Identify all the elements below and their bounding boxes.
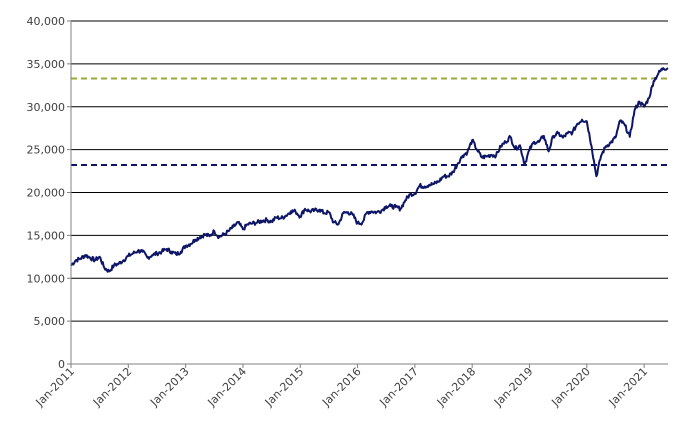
x-tick-label: Jan-2011: [33, 365, 77, 409]
y-tick-label: 30,000: [27, 101, 66, 114]
x-tick-label: Jan-2021: [606, 365, 650, 409]
axis-layer: [67, 20, 668, 368]
y-axis-tick-labels: 0 5,000 10,000 15,000 20,000 25,000 30,000 35,0…: [27, 15, 66, 371]
x-tick-label: Jan-2016: [319, 365, 363, 409]
y-tick-label: 0: [58, 358, 65, 371]
reference-lines: [71, 77, 668, 167]
y-tick-label: 15,000: [27, 229, 66, 242]
x-axis-tick-labels: Jan-2011 Jan-2012 Jan-2013 Jan-2014 Jan-2015…: [33, 365, 651, 409]
x-tick-label: Jan-2017: [377, 365, 421, 409]
grid-layer: [71, 20, 668, 322]
x-tick-label: Jan-2018: [434, 365, 478, 409]
x-tick-label: Jan-2015: [262, 365, 306, 409]
y-tick-label: 35,000: [27, 58, 66, 71]
x-tick-label: Jan-2020: [548, 365, 592, 409]
x-tick-label: Jan-2019: [491, 365, 535, 409]
y-tick-label: 20,000: [27, 187, 66, 200]
x-tick-label: Jan-2012: [90, 365, 134, 409]
y-tick-label: 25,000: [27, 144, 66, 157]
y-tick-label: 10,000: [27, 272, 66, 285]
x-tick-label: Jan-2013: [147, 365, 191, 409]
y-tick-label: 5,000: [34, 315, 66, 328]
series-line: [70, 67, 669, 273]
y-tick-label: 40,000: [27, 15, 66, 28]
series-layer: [70, 67, 669, 273]
x-tick-label: Jan-2014: [205, 365, 249, 409]
